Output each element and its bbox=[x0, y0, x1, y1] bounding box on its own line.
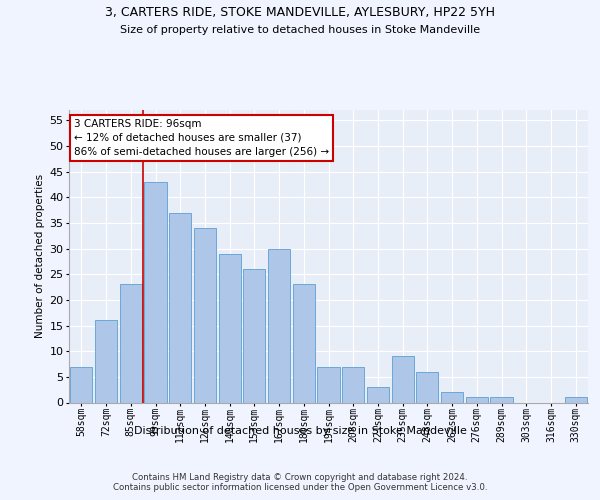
Text: Contains HM Land Registry data © Crown copyright and database right 2024.
Contai: Contains HM Land Registry data © Crown c… bbox=[113, 472, 487, 492]
Bar bbox=[466, 398, 488, 402]
Bar bbox=[268, 248, 290, 402]
Bar bbox=[243, 269, 265, 402]
Bar bbox=[169, 212, 191, 402]
Bar bbox=[95, 320, 117, 402]
Bar bbox=[194, 228, 216, 402]
Bar bbox=[342, 366, 364, 402]
Bar bbox=[367, 387, 389, 402]
Bar bbox=[441, 392, 463, 402]
Bar bbox=[392, 356, 414, 403]
Text: Size of property relative to detached houses in Stoke Mandeville: Size of property relative to detached ho… bbox=[120, 25, 480, 35]
Bar bbox=[317, 366, 340, 402]
Text: 3 CARTERS RIDE: 96sqm
← 12% of detached houses are smaller (37)
86% of semi-deta: 3 CARTERS RIDE: 96sqm ← 12% of detached … bbox=[74, 119, 329, 157]
Bar bbox=[218, 254, 241, 402]
Text: Distribution of detached houses by size in Stoke Mandeville: Distribution of detached houses by size … bbox=[134, 426, 466, 436]
Bar bbox=[565, 398, 587, 402]
Bar bbox=[119, 284, 142, 403]
Bar bbox=[293, 284, 315, 403]
Text: 3, CARTERS RIDE, STOKE MANDEVILLE, AYLESBURY, HP22 5YH: 3, CARTERS RIDE, STOKE MANDEVILLE, AYLES… bbox=[105, 6, 495, 19]
Bar bbox=[490, 398, 512, 402]
Bar bbox=[145, 182, 167, 402]
Bar bbox=[70, 366, 92, 402]
Bar bbox=[416, 372, 439, 402]
Y-axis label: Number of detached properties: Number of detached properties bbox=[35, 174, 45, 338]
